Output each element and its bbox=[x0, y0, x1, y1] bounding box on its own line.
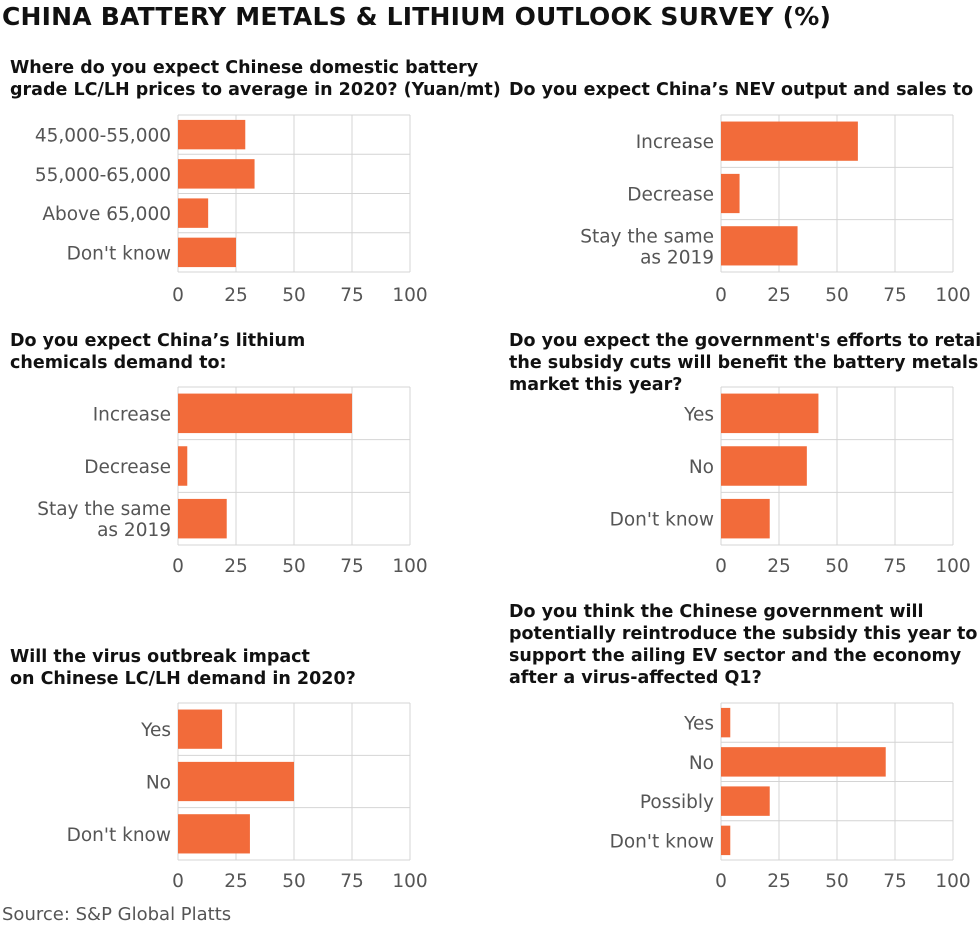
chart-4-tick-label: 75 bbox=[883, 556, 907, 577]
chart-3-title-line: Do you expect China’s lithium bbox=[10, 331, 306, 351]
chart-6-tick-label: 100 bbox=[935, 871, 970, 892]
chart-2-tick-label: 75 bbox=[883, 285, 907, 306]
chart-5-bar bbox=[178, 709, 223, 749]
chart-6-bar bbox=[721, 707, 731, 738]
chart-1-category-label: Don't know bbox=[67, 243, 171, 264]
chart-2-category-label: Decrease bbox=[627, 185, 714, 206]
chart-1-title: Where do you expect Chinese domestic bat… bbox=[10, 57, 501, 101]
chart-5-title-line: Will the virus outbreak impact bbox=[10, 647, 310, 667]
chart-1-title-line: Where do you expect Chinese domestic bat… bbox=[10, 58, 479, 78]
chart-5-tick-label: 100 bbox=[392, 871, 427, 892]
chart-4-tick-label: 50 bbox=[825, 556, 849, 577]
chart-4-title-line: Do you expect the government's efforts t… bbox=[509, 331, 980, 351]
chart-6-category-label: Possibly bbox=[640, 792, 714, 813]
chart-4-title-line: the subsidy cuts will benefit the batter… bbox=[509, 353, 979, 373]
chart-2-category-label: Increase bbox=[636, 132, 714, 153]
chart-2-tick-label: 50 bbox=[825, 285, 849, 306]
chart-1-bar bbox=[178, 198, 209, 228]
chart-2-bar bbox=[721, 121, 858, 161]
chart-6-category-label: Don't know bbox=[610, 831, 714, 852]
chart-2-tick-label: 25 bbox=[767, 285, 791, 306]
chart-3-category-label: as 2019 bbox=[97, 520, 171, 541]
chart-1-category-label: Above 65,000 bbox=[42, 204, 171, 225]
chart-3-category-label: Decrease bbox=[84, 457, 171, 478]
chart-6-title: Do you think the Chinese government will… bbox=[509, 601, 977, 689]
chart-4-title: Do you expect the government's efforts t… bbox=[509, 330, 980, 396]
chart-1-bar bbox=[178, 119, 246, 150]
chart-4-tick-label: 0 bbox=[715, 556, 727, 577]
chart-2-category-label: as 2019 bbox=[640, 247, 714, 268]
chart-2-tick-label: 0 bbox=[715, 285, 727, 306]
chart-4-bar bbox=[721, 498, 770, 539]
chart-4-tick-label: 25 bbox=[767, 556, 791, 577]
chart-4-bar bbox=[721, 393, 819, 434]
chart-6-tick-label: 50 bbox=[825, 871, 849, 892]
chart-1-tick-label: 100 bbox=[392, 285, 427, 306]
chart-6-bar bbox=[721, 786, 770, 816]
chart-4-tick-label: 100 bbox=[935, 556, 970, 577]
chart-3-title: Do you expect China’s lithium chemicals … bbox=[10, 330, 305, 374]
chart-6-tick-label: 25 bbox=[767, 871, 791, 892]
chart-5-tick-label: 25 bbox=[224, 871, 248, 892]
chart-4-title-line: market this year? bbox=[509, 375, 683, 395]
source-note: Source: S&P Global Platts bbox=[2, 904, 232, 925]
chart-6-title-line: support the ailing EV sector and the eco… bbox=[509, 646, 962, 666]
chart-6-bar bbox=[721, 747, 886, 777]
chart-3-tick-label: 25 bbox=[224, 556, 248, 577]
chart-1-tick-label: 0 bbox=[172, 285, 184, 306]
chart-6-bar bbox=[721, 825, 731, 856]
chart-5-bar bbox=[178, 761, 294, 802]
chart-2-title-line: Do you expect China’s NEV output and sal… bbox=[509, 80, 974, 100]
chart-5-category-label: Don't know bbox=[67, 825, 171, 846]
chart-1-tick-label: 75 bbox=[340, 285, 364, 306]
chart-3-tick-label: 0 bbox=[172, 556, 184, 577]
chart-3-tick-label: 50 bbox=[282, 556, 306, 577]
chart-5-tick-label: 0 bbox=[172, 871, 184, 892]
chart-2-tick-label: 100 bbox=[935, 285, 970, 306]
chart-5-bar bbox=[178, 814, 250, 854]
chart-6-tick-label: 0 bbox=[715, 871, 727, 892]
chart-1-tick-label: 25 bbox=[224, 285, 248, 306]
chart-2-bar bbox=[721, 173, 740, 214]
chart-3-bar bbox=[178, 446, 188, 486]
chart-5-title-line: on Chinese LC/LH demand in 2020? bbox=[10, 669, 356, 689]
chart-4-category-label: Yes bbox=[683, 404, 714, 425]
chart-6-category-label: Yes bbox=[683, 714, 714, 735]
chart-6-title-line: after a virus-affected Q1? bbox=[509, 668, 762, 688]
chart-1-category-label: 45,000-55,000 bbox=[35, 126, 171, 147]
chart-1-bar bbox=[178, 237, 236, 268]
chart-3-tick-label: 100 bbox=[392, 556, 427, 577]
chart-3-category-label: Stay the same bbox=[37, 499, 171, 520]
chart-5-category-label: No bbox=[146, 773, 171, 794]
chart-3-bar bbox=[178, 393, 352, 434]
chart-5-tick-label: 75 bbox=[340, 871, 364, 892]
chart-3-tick-label: 75 bbox=[340, 556, 364, 577]
chart-4-category-label: Don't know bbox=[610, 510, 714, 531]
chart-2-bar bbox=[721, 226, 798, 266]
chart-1-tick-label: 50 bbox=[282, 285, 306, 306]
chart-2-title: Do you expect China’s NEV output and sal… bbox=[509, 79, 973, 101]
chart-6-title-line: potentially reintroduce the subsidy this… bbox=[509, 624, 978, 644]
chart-4-bar bbox=[721, 446, 807, 486]
chart-3-bar bbox=[178, 498, 227, 539]
chart-1-category-label: 55,000-65,000 bbox=[35, 165, 171, 186]
chart-1-title-line: grade LC/LH prices to average in 2020? (… bbox=[10, 80, 501, 100]
chart-5-tick-label: 50 bbox=[282, 871, 306, 892]
page-title: CHINA BATTERY METALS & LITHIUM OUTLOOK S… bbox=[2, 2, 832, 31]
chart-3-category-label: Increase bbox=[93, 404, 171, 425]
chart-6-category-label: No bbox=[689, 753, 714, 774]
chart-4-category-label: No bbox=[689, 457, 714, 478]
chart-2-category-label: Stay the same bbox=[580, 226, 714, 247]
chart-3-title-line: chemicals demand to: bbox=[10, 353, 227, 373]
chart-5-title: Will the virus outbreak impact on Chines… bbox=[10, 646, 356, 690]
chart-6-tick-label: 75 bbox=[883, 871, 907, 892]
chart-6-title-line: Do you think the Chinese government will bbox=[509, 602, 924, 622]
chart-5-category-label: Yes bbox=[140, 720, 171, 741]
chart-1-bar bbox=[178, 159, 255, 189]
